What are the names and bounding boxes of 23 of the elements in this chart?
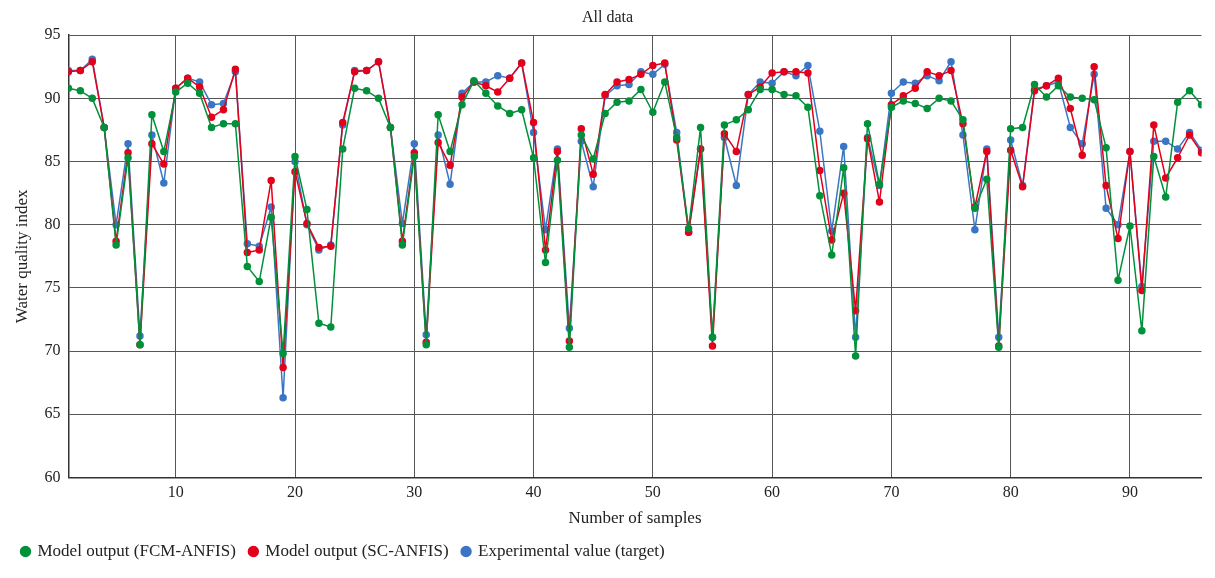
y-axis-title: Water quality index [11, 188, 31, 324]
y-tick-label: 70 [44, 341, 61, 359]
y-tick-label: 75 [44, 278, 61, 296]
x-tick-label: 90 [1121, 483, 1138, 501]
x-tick-label: 50 [644, 483, 661, 501]
x-tick-label: 60 [764, 483, 781, 501]
y-tick-label: 80 [44, 214, 61, 232]
chart-title: All data [581, 7, 634, 25]
y-tick-label: 85 [44, 151, 61, 169]
y-tick-label: 60 [44, 467, 61, 485]
y-tick-label: 95 [44, 25, 61, 43]
x-tick-label: 40 [525, 483, 542, 501]
x-tick-label: 70 [883, 483, 900, 501]
y-tick-label: 65 [44, 404, 61, 422]
x-tick-label: 20 [287, 483, 304, 501]
x-axis-title: Number of samples [568, 508, 702, 528]
y-tick-label: 90 [44, 88, 61, 106]
legend-label: Experimental value (target) [478, 540, 665, 560]
x-tick-label: 10 [167, 483, 184, 501]
legend-label: Model output (FCM-ANFIS) [37, 540, 236, 560]
x-tick-label: 30 [406, 483, 423, 501]
legend-label: Model output (SC-ANFIS) [265, 540, 449, 560]
x-tick-label: 80 [1002, 483, 1019, 501]
